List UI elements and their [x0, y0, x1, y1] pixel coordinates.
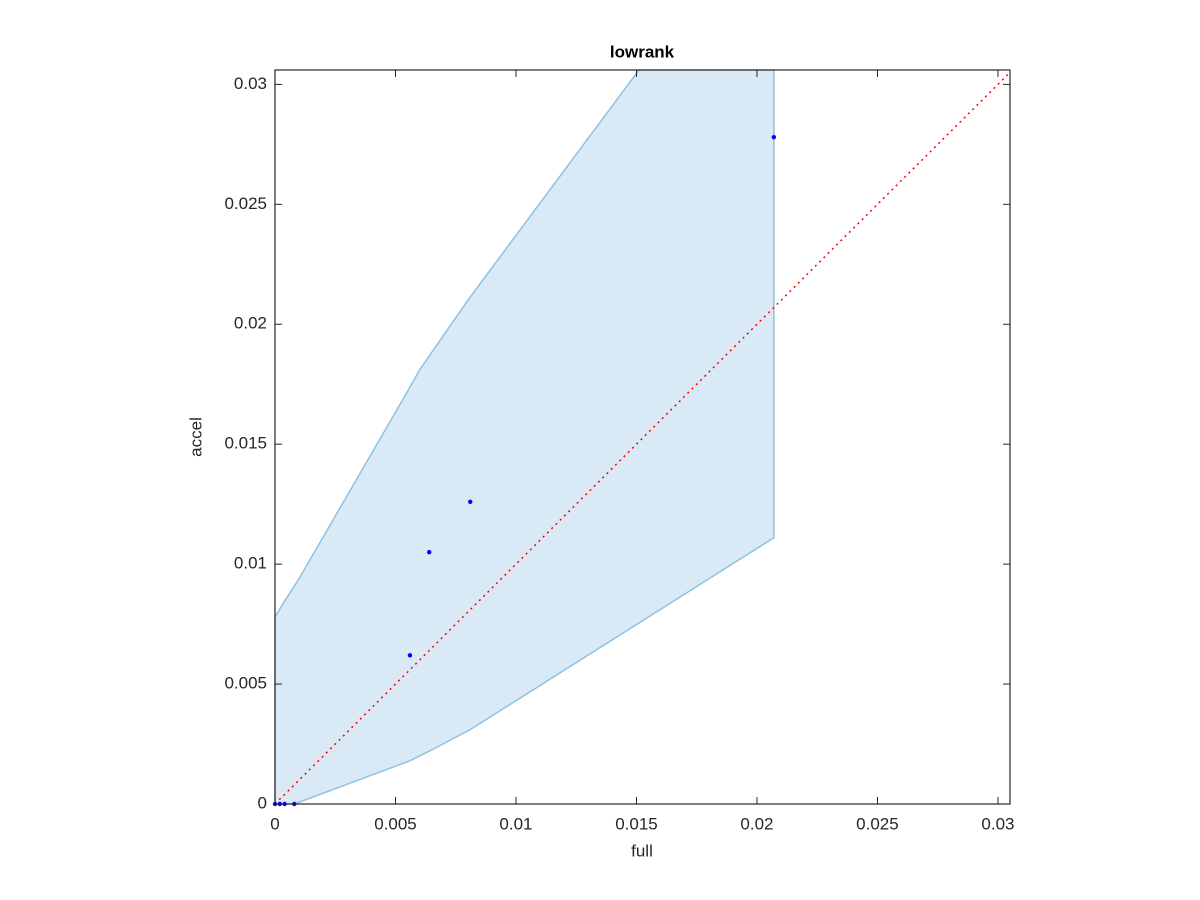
x-tick-label: 0.015	[615, 814, 658, 833]
y-axis-label: accel	[186, 417, 205, 457]
x-tick-label: 0	[270, 814, 279, 833]
point	[407, 653, 413, 658]
x-tick-label: 0.03	[981, 814, 1014, 833]
y-tick-label: 0.01	[234, 554, 267, 573]
y-tick-label: 0.03	[234, 74, 267, 93]
point	[427, 549, 432, 555]
y-tick-label: 0.025	[224, 194, 267, 213]
y-tick-label: 0	[258, 793, 267, 812]
point	[771, 134, 777, 140]
point	[467, 499, 473, 504]
plot-frame	[274, 69, 1011, 805]
x-tick-label: 0.01	[499, 814, 532, 833]
y-tick-label: 0.02	[234, 314, 267, 333]
x-axis-label: full	[631, 841, 653, 860]
y-tick-label: 0.005	[224, 674, 267, 693]
x-tick-label: 0.02	[740, 814, 773, 833]
x-tick-label: 0.025	[856, 814, 899, 833]
reference-line	[274, 71, 1011, 805]
chart-title: lowrank	[610, 42, 675, 61]
x-tick-label: 0.005	[374, 814, 417, 833]
y-tick-label: 0.015	[224, 434, 267, 453]
